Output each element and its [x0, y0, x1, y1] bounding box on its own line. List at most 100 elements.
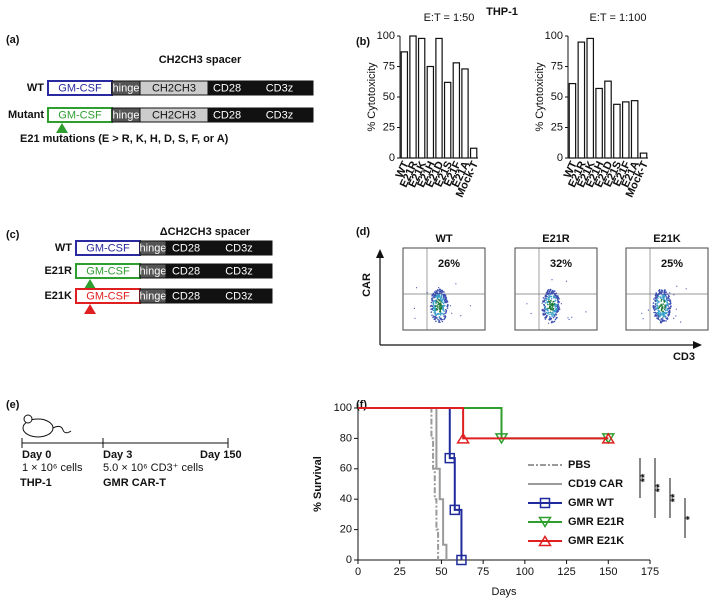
- panel-title: THP-1: [486, 6, 518, 18]
- flow-dot: [659, 305, 661, 307]
- flow-dot: [666, 297, 668, 300]
- flow-dot: [415, 287, 418, 289]
- flow-dot: [547, 301, 549, 304]
- flow-dot: [542, 310, 545, 312]
- agent-label: GMR CAR-T: [103, 477, 166, 489]
- flow-dot: [554, 297, 556, 299]
- flow-dot: [434, 293, 437, 296]
- flow-dot: [556, 295, 558, 298]
- flow-dot: [439, 310, 441, 313]
- flow-dot: [438, 316, 441, 319]
- y-tick-label: 100: [377, 30, 395, 42]
- part-label: hinge: [113, 109, 140, 121]
- flow-dot: [438, 319, 440, 322]
- flow-dot: [551, 320, 553, 323]
- flow-dot: [551, 315, 553, 317]
- marker: [538, 516, 552, 528]
- flow-dot: [663, 293, 665, 295]
- flow-dot: [662, 310, 664, 313]
- flow-dot: [544, 297, 546, 300]
- flow-dot: [660, 321, 662, 324]
- bar: [630, 100, 639, 159]
- flow-dot: [547, 298, 549, 300]
- flow-dot: [546, 295, 548, 298]
- flow-dot: [655, 297, 657, 300]
- flow-dot: [550, 312, 552, 314]
- flow-dot: [663, 319, 665, 322]
- flow-dot: [547, 303, 549, 306]
- flow-dot: [680, 321, 682, 323]
- y-tick-label: 75: [551, 60, 563, 72]
- flow-dot: [437, 298, 440, 301]
- flow-dot: [545, 316, 548, 319]
- marker: [456, 432, 470, 444]
- part-label: GM-CSF: [58, 109, 102, 121]
- flow-dot: [659, 320, 662, 323]
- dose-label: 1 × 10⁶ cells: [22, 462, 83, 474]
- legend-label: CD19 CAR: [568, 478, 623, 490]
- flow-dot: [666, 300, 668, 303]
- flow-dot: [446, 305, 449, 308]
- part-label: hinge: [140, 265, 167, 277]
- flow-dot: [548, 303, 551, 305]
- flow-dot: [438, 288, 441, 291]
- flow-dot: [552, 295, 555, 297]
- flow-dot: [432, 301, 434, 303]
- flow-dot: [441, 291, 444, 293]
- flow-dot: [444, 301, 447, 304]
- dose-label: 5.0 × 10⁶ CD3⁺ cells: [103, 462, 204, 474]
- flow-dot: [438, 305, 441, 307]
- flow-dot: [659, 319, 661, 321]
- flow-dot: [435, 308, 438, 311]
- flow-dot: [657, 317, 660, 319]
- flow-dot: [414, 317, 416, 319]
- part-label: CD28: [172, 242, 200, 254]
- flow-dot: [667, 313, 669, 316]
- flow-dot: [655, 293, 658, 296]
- flow-dot: [665, 317, 668, 320]
- flow-dot: [429, 305, 432, 308]
- part-label: CD3z: [266, 109, 294, 121]
- flow-dot: [548, 311, 550, 314]
- flow-dot: [668, 310, 670, 313]
- flow-dot: [669, 303, 671, 305]
- panel-label: (f): [356, 399, 367, 411]
- part-label: CD3z: [225, 242, 253, 254]
- y-tick-label: 20: [340, 524, 352, 536]
- survival-line: [358, 407, 463, 560]
- flow-dot: [549, 295, 552, 298]
- flow-dot: [551, 304, 554, 306]
- part-label: CH2CH3: [152, 82, 196, 94]
- flow-dot: [545, 308, 547, 310]
- panel-label: (c): [6, 229, 20, 241]
- flow-dot: [665, 307, 667, 309]
- flow-dot: [445, 297, 447, 300]
- flow-dot: [666, 309, 668, 311]
- flow-dot: [439, 298, 442, 301]
- flow-dot: [445, 308, 447, 311]
- flow-dot: [662, 297, 665, 300]
- legend-label: GMR WT: [568, 497, 614, 509]
- flow-dot: [546, 293, 549, 296]
- flow-dot: [667, 307, 670, 310]
- flow-dot: [441, 319, 444, 321]
- flow-dot: [675, 308, 677, 310]
- flow-dot: [434, 296, 437, 299]
- flow-dot: [436, 292, 439, 295]
- flow-dot: [541, 310, 544, 312]
- flow-dot: [444, 296, 447, 298]
- flow-dot: [661, 319, 663, 322]
- flow-dot: [549, 305, 551, 307]
- flow-dot: [544, 316, 546, 319]
- flow-dot: [449, 305, 452, 307]
- x-tick-label: 125: [557, 566, 575, 578]
- flow-dot: [451, 312, 453, 314]
- panel-label: (d): [356, 226, 370, 238]
- flow-dot: [551, 279, 553, 281]
- flow-dot: [545, 294, 547, 297]
- flow-percent: 32%: [550, 258, 572, 270]
- flow-title: E21K: [653, 233, 681, 245]
- flow-dot: [657, 312, 659, 315]
- flow-dot: [665, 291, 667, 294]
- flow-dot: [440, 290, 443, 293]
